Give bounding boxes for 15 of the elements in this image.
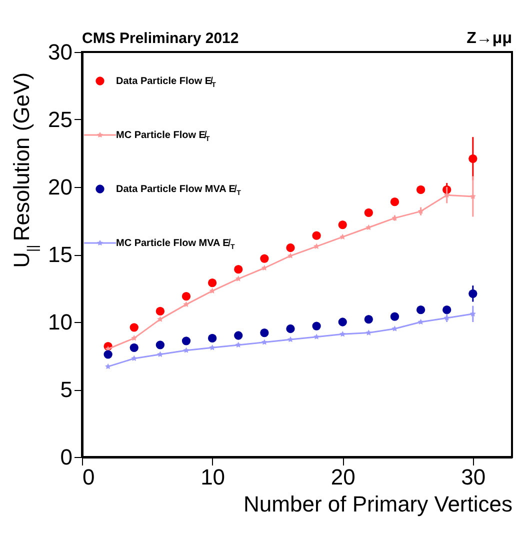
y-tick-label: 20: [48, 174, 72, 200]
text: Z→μμ: [466, 30, 512, 47]
y-tick-label: 15: [48, 242, 72, 267]
x-tick-label: 30: [461, 464, 486, 490]
chart-title: CMS Preliminary 2012: [82, 30, 239, 47]
x-tick-label: 20: [330, 464, 356, 490]
x-axis-title: Number of Primary Vertices: [244, 492, 512, 516]
y-axis-title: U|| Resolution (GeV): [9, 72, 40, 268]
y-tick-label: 5: [60, 377, 72, 402]
y-tick-label: 25: [48, 107, 72, 132]
x-tick-label: 10: [200, 464, 226, 490]
y-tick-label: 30: [48, 40, 72, 64]
y-tick-label: 0: [60, 444, 72, 470]
x-tick-label: 0: [82, 464, 95, 490]
y-tick-label: 10: [48, 310, 72, 334]
